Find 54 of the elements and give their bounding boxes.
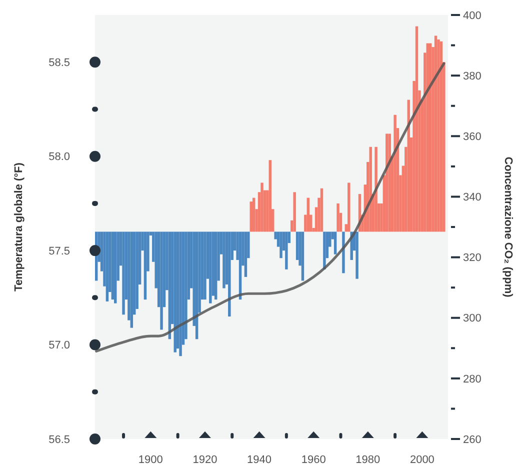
- bar: [320, 188, 324, 232]
- bar: [323, 232, 326, 270]
- bar: [334, 232, 337, 254]
- y-tick-label: 58.5: [48, 56, 70, 69]
- bar: [209, 232, 212, 304]
- bar: [144, 232, 147, 300]
- y2-axis-title: Concentrazione CO₂ (ppm): [502, 156, 514, 298]
- bar: [356, 232, 358, 279]
- y2-tick-label: 340: [463, 192, 482, 204]
- y2-tick-label: 280: [463, 373, 482, 386]
- bar: [348, 182, 350, 232]
- y-tick-label: 56.5: [48, 434, 70, 446]
- bar: [301, 232, 304, 281]
- bar: [244, 232, 248, 277]
- bar: [280, 232, 282, 258]
- bar: [374, 146, 378, 232]
- bar: [204, 232, 206, 300]
- bar: [252, 198, 256, 232]
- x-tick-label: 1940: [247, 454, 272, 466]
- x-tick-label: 2000: [410, 454, 434, 466]
- bar: [122, 232, 125, 315]
- bar: [268, 160, 272, 232]
- bar: [195, 232, 198, 340]
- y2-tick-label: 400: [463, 10, 482, 22]
- y2-tick-label: 320: [463, 252, 482, 264]
- bar: [394, 114, 396, 232]
- bar: [228, 232, 231, 317]
- y2-tick-label: 300: [463, 312, 482, 325]
- y-tick-label: 57.5: [48, 245, 70, 258]
- y-tick-label: 58.0: [48, 151, 70, 164]
- bar: [160, 232, 163, 330]
- bar: [250, 202, 252, 232]
- bar: [336, 203, 340, 232]
- bar: [111, 232, 114, 300]
- y-tick-label: 57.0: [48, 340, 70, 352]
- x-tick-label: 1980: [356, 454, 380, 466]
- y2-tick-label: 380: [463, 70, 482, 82]
- bar: [293, 192, 296, 232]
- y2-tick-label: 260: [463, 434, 482, 446]
- bar: [214, 232, 218, 300]
- x-tick-label: 1960: [301, 454, 326, 466]
- y2-tick-label: 360: [463, 130, 482, 143]
- bar: [306, 198, 310, 232]
- bar: [114, 232, 117, 304]
- x-tick-label: 1920: [192, 454, 218, 466]
- bar: [386, 134, 388, 232]
- y-axis-title: Temperatura globale (°F): [13, 162, 25, 292]
- bar: [179, 232, 182, 356]
- bar: [285, 232, 288, 270]
- bar: [222, 232, 226, 288]
- bar: [174, 232, 176, 352]
- bar: [106, 232, 109, 302]
- bar: [130, 232, 134, 328]
- x-tick-label: 1900: [138, 454, 163, 466]
